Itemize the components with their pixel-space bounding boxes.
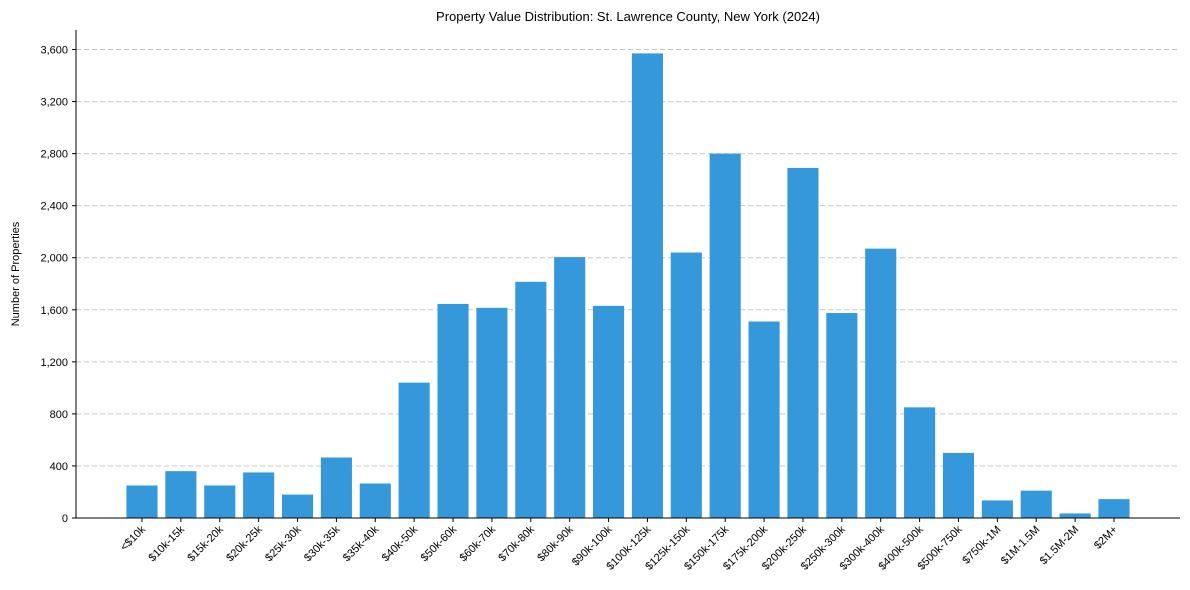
y-tick-label: 400 <box>50 461 68 473</box>
chart-title: Property Value Distribution: St. Lawrenc… <box>436 9 820 24</box>
bar <box>398 382 430 518</box>
y-tick-label: 1,600 <box>40 305 68 317</box>
y-tick-label: 2,400 <box>40 201 68 213</box>
x-ticks: <$10k$10k-15k$15k-20k$20k-25k$25k-30k$30… <box>118 518 1120 573</box>
x-tick-label: $1M-1.5M <box>999 524 1043 568</box>
y-tick-label: 2,000 <box>40 253 68 265</box>
x-tick-label: $1.5M-2M <box>1038 524 1082 568</box>
x-tick-label: $70k-80k <box>496 523 537 564</box>
bar <box>515 281 547 518</box>
y-tick-label: 3,600 <box>40 45 68 57</box>
x-tick-label: $2M+ <box>1092 524 1120 552</box>
bar <box>554 257 586 518</box>
bar <box>787 167 819 518</box>
bar <box>281 494 314 518</box>
y-tick-label: 800 <box>50 409 68 421</box>
x-tick-label: $60k-70k <box>458 523 499 564</box>
y-axis-label: Number of Properties <box>10 221 22 326</box>
bar <box>981 500 1013 518</box>
bar <box>942 452 975 518</box>
x-tick-label: $750k-1M <box>960 524 1003 567</box>
x-tick-label: <$10k <box>118 523 148 553</box>
bar <box>748 321 780 518</box>
bar <box>243 472 275 518</box>
axes <box>75 30 1180 519</box>
bar <box>904 407 936 518</box>
bar <box>320 457 352 518</box>
bar <box>359 483 391 518</box>
x-tick-label: $80k-90k <box>535 523 576 564</box>
bar <box>1098 499 1130 518</box>
bar <box>437 303 469 518</box>
bar <box>593 305 625 518</box>
x-tick-label: $25k-30k <box>263 523 304 564</box>
x-tick-label: $35k-40k <box>341 523 382 564</box>
x-tick-label: $15k-20k <box>185 523 226 564</box>
x-tick-label: $20k-25k <box>224 523 265 564</box>
bar <box>865 248 897 518</box>
y-tick-label: 3,200 <box>40 97 68 109</box>
bars <box>126 53 1130 519</box>
bar <box>709 153 741 518</box>
y-tick-label: 1,200 <box>40 357 68 369</box>
y-tick-label: 2,800 <box>40 149 68 161</box>
bar <box>126 485 158 518</box>
y-tick-label: 0 <box>62 513 68 525</box>
x-tick-label: $30k-35k <box>302 523 343 564</box>
y-ticks: 0 400 800 1,200 1,600 2,000 2,400 2,800 3,200 3,6… <box>40 45 76 525</box>
bar <box>476 307 508 518</box>
bar <box>1020 490 1052 518</box>
bar <box>826 313 858 518</box>
bar <box>631 53 663 519</box>
x-tick-label: $50k-60k <box>419 523 460 564</box>
bar <box>1059 513 1091 518</box>
x-tick-label: $40k-50k <box>380 523 421 564</box>
gridlines <box>76 49 1180 467</box>
bar <box>204 485 236 518</box>
bar <box>670 252 702 518</box>
x-tick-label: $10k-15k <box>147 523 188 564</box>
bar <box>165 471 197 518</box>
